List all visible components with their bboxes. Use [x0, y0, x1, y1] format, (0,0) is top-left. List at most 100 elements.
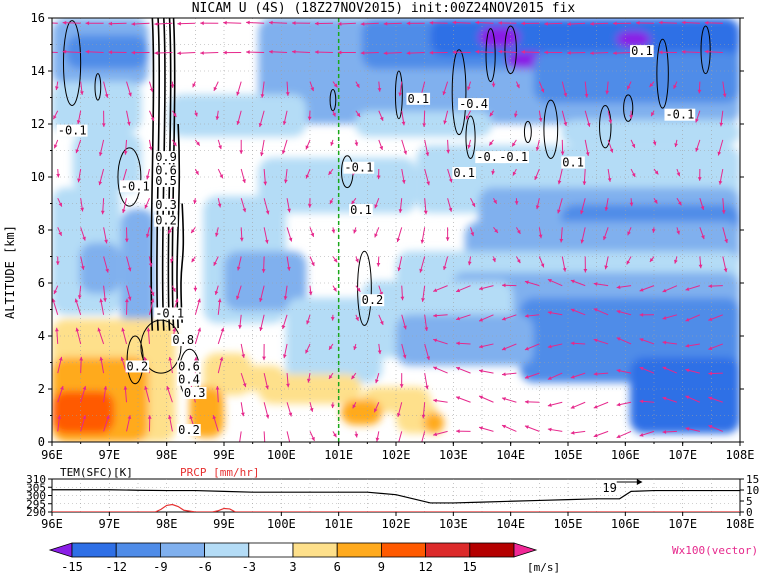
wind-arrowhead [557, 180, 562, 185]
wind-arrowhead [629, 115, 634, 119]
wind-arrowhead [85, 21, 90, 26]
surface-x-tick-label: 108E [726, 517, 755, 531]
y-tick-label: 2 [38, 382, 45, 396]
wind-arrowhead [651, 112, 655, 117]
wind-arrowhead [700, 206, 705, 210]
contour-label: 0.1 [562, 155, 584, 169]
wind-arrowhead [376, 175, 381, 180]
wind-arrowhead [131, 22, 136, 26]
wind-arrowhead [379, 320, 384, 325]
wind-arrowhead [337, 22, 342, 26]
wind-arrowhead [332, 433, 337, 438]
surface-left-tick-label: 290 [26, 506, 46, 519]
surface-x-tick-label: 96E [41, 517, 63, 531]
surface-right-tick-label: 0 [746, 506, 753, 519]
wind-arrowhead [446, 149, 451, 154]
contour-oval [62, 20, 82, 106]
wind-arrowhead [442, 91, 447, 96]
wind-arrowhead [282, 121, 287, 125]
wind-arrowhead [607, 178, 612, 182]
wind-arrowhead [685, 343, 690, 348]
wind-arrowhead [121, 209, 126, 213]
wind-arrowhead [604, 207, 609, 211]
wind-arrowhead [360, 22, 365, 26]
wind-arrowhead [616, 337, 621, 341]
x-tick-label: 106E [611, 448, 640, 462]
wind-arrowhead [376, 262, 381, 267]
wind-arrowhead [213, 261, 218, 266]
wind-vector [263, 431, 266, 442]
contour-label-bg [154, 214, 178, 227]
wind-arrowhead [406, 21, 411, 26]
wind-arrowhead [448, 178, 453, 183]
wind-arrowhead [639, 433, 644, 437]
wind-arrowhead [402, 354, 407, 359]
precip-line [52, 503, 740, 512]
wind-arrowhead [639, 338, 644, 342]
shade-patch [285, 297, 383, 383]
wind-arrowhead [191, 258, 196, 263]
contour-label: 0.3 [155, 198, 177, 212]
wind-arrowhead [629, 202, 634, 207]
wind-arrowhead [383, 51, 388, 56]
wind-arrowhead [631, 172, 636, 177]
wind-arrowhead [314, 21, 319, 26]
wind-arrowhead [516, 229, 521, 234]
wind-arrowhead [108, 50, 113, 55]
wind-arrowhead [104, 93, 109, 98]
contour-label: 0.2 [362, 293, 384, 307]
wind-arrowhead [616, 434, 621, 439]
wind-arrowhead [397, 442, 401, 446]
wind-arrowhead [616, 402, 621, 407]
wind-arrowhead [494, 228, 498, 233]
surface-x-tick-label: 107E [668, 517, 697, 531]
wind-arrowhead [547, 403, 552, 407]
wind-arrowhead [658, 20, 663, 25]
wind-vector [286, 431, 291, 442]
wind-arrowhead [704, 49, 709, 54]
wind-arrowhead [174, 298, 179, 303]
wind-arrowhead [419, 444, 423, 448]
wind-arrowhead [423, 210, 428, 215]
contour-label: 0.6 [155, 163, 177, 177]
wind-arrowhead [479, 286, 483, 291]
wind-arrowhead [695, 118, 699, 123]
wind-arrowhead [99, 298, 104, 303]
wind-arrowhead [74, 298, 79, 303]
wind-arrowhead [639, 399, 644, 404]
wind-arrowhead [433, 288, 438, 292]
wind-arrowhead [590, 21, 594, 26]
wind-arrowhead [330, 404, 335, 409]
wind-arrowhead [356, 287, 361, 292]
surface-right-tick-label: 10 [746, 484, 759, 497]
wind-arrowhead [547, 376, 552, 380]
wind-arrowhead [701, 235, 705, 240]
wind-arrowhead [259, 297, 263, 302]
contour-label: 0.2 [155, 214, 177, 228]
wind-arrowhead [465, 115, 470, 120]
wind-arrowhead [491, 170, 496, 175]
surface-x-tick-label: 103E [439, 517, 468, 531]
wind-arrowhead [470, 232, 475, 237]
wind-arrowhead [708, 371, 712, 376]
wind-arrowhead [442, 266, 447, 270]
wind-arrowhead [375, 379, 379, 384]
wind-arrowhead [695, 147, 699, 152]
wind-arrowhead [360, 51, 365, 55]
wind-arrowhead [172, 142, 177, 147]
wind-arrowhead [673, 84, 677, 89]
wind-arrowhead [168, 229, 172, 234]
wind-arrowhead [421, 414, 426, 419]
colorbar-swatch [292, 542, 338, 558]
wind-arrowhead [148, 263, 153, 267]
wind-arrowhead [658, 50, 663, 55]
wind-arrowhead [292, 49, 296, 54]
shade-patch [629, 357, 740, 434]
wind-arrowhead [236, 91, 240, 96]
wind-arrowhead [433, 398, 437, 403]
wind-arrowhead [560, 151, 565, 156]
wind-arrowhead [193, 287, 198, 292]
wind-arrowhead [534, 175, 538, 180]
wind-arrowhead [306, 320, 310, 325]
